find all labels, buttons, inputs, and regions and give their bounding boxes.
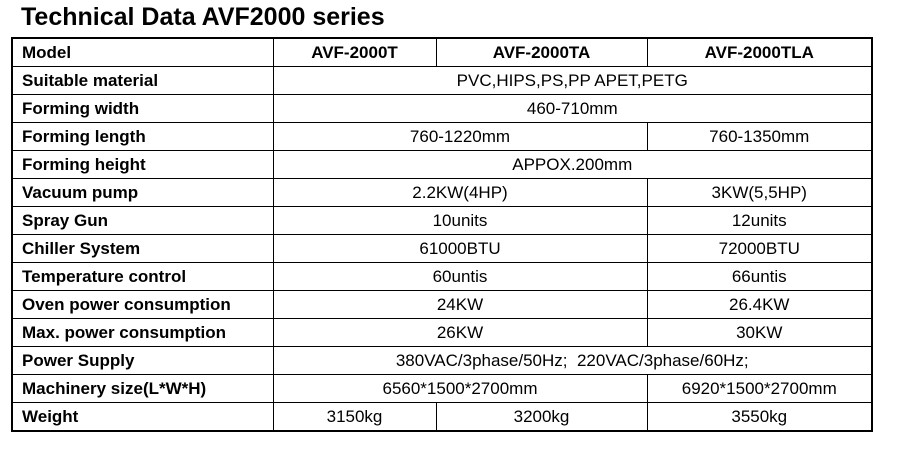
row-label: Vacuum pump (11, 178, 274, 207)
cell-value: 460-710mm (272, 94, 873, 123)
table-row: Spray Gun 10units 12units (11, 206, 873, 235)
table-row: Vacuum pump 2.2KW(4HP) 3KW(5,5HP) (11, 178, 873, 207)
row-label: Suitable material (11, 66, 274, 95)
cell-value: 3550kg (646, 402, 873, 432)
model-avf-2000ta: AVF-2000TA (435, 37, 648, 67)
cell-value: 26KW (272, 318, 648, 347)
table-row: Weight 3150kg 3200kg 3550kg (11, 402, 873, 432)
cell-value: 380VAC/3phase/50Hz; 220VAC/3phase/60Hz; (272, 346, 873, 375)
model-avf-2000t: AVF-2000T (272, 37, 437, 67)
model-avf-2000tla: AVF-2000TLA (646, 37, 873, 67)
cell-value: APPOX.200mm (272, 150, 873, 179)
cell-value: 760-1350mm (646, 122, 873, 151)
cell-value: 10units (272, 206, 648, 235)
table-row: Forming height APPOX.200mm (11, 150, 873, 179)
cell-value: 760-1220mm (272, 122, 648, 151)
row-label: Power Supply (11, 346, 274, 375)
cell-value: 3200kg (435, 402, 648, 432)
table-row: Oven power consumption 24KW 26.4KW (11, 290, 873, 319)
cell-value: PVC,HIPS,PS,PP APET,PETG (272, 66, 873, 95)
cell-value: 66untis (646, 262, 873, 291)
table-row: Forming length 760-1220mm 760-1350mm (11, 122, 873, 151)
cell-value: 26.4KW (646, 290, 873, 319)
row-label: Forming width (11, 94, 274, 123)
cell-value: 60untis (272, 262, 648, 291)
table-row: Power Supply 380VAC/3phase/50Hz; 220VAC/… (11, 346, 873, 375)
table-row: Max. power consumption 26KW 30KW (11, 318, 873, 347)
cell-value: 61000BTU (272, 234, 648, 263)
cell-value: 3KW(5,5HP) (646, 178, 873, 207)
cell-value: 12units (646, 206, 873, 235)
cell-value: 2.2KW(4HP) (272, 178, 648, 207)
row-label: Forming height (11, 150, 274, 179)
row-label: Chiller System (11, 234, 274, 263)
table-row: Temperature control 60untis 66untis (11, 262, 873, 291)
row-label: Machinery size(L*W*H) (11, 374, 274, 403)
table-row: Chiller System 61000BTU 72000BTU (11, 234, 873, 263)
table-header-row: Model AVF-2000T AVF-2000TA AVF-2000TLA (11, 37, 873, 67)
header-label: Model (11, 37, 274, 67)
page-title: Technical Data AVF2000 series (21, 3, 385, 31)
cell-value: 24KW (272, 290, 648, 319)
row-label: Oven power consumption (11, 290, 274, 319)
cell-value: 72000BTU (646, 234, 873, 263)
row-label: Max. power consumption (11, 318, 274, 347)
cell-value: 3150kg (272, 402, 437, 432)
table-row: Suitable material PVC,HIPS,PS,PP APET,PE… (11, 66, 873, 95)
table-row: Machinery size(L*W*H) 6560*1500*2700mm 6… (11, 374, 873, 403)
spec-table: Model AVF-2000T AVF-2000TA AVF-2000TLA S… (11, 37, 873, 432)
cell-value: 6560*1500*2700mm (272, 374, 648, 403)
cell-value: 6920*1500*2700mm (646, 374, 873, 403)
cell-value: 30KW (646, 318, 873, 347)
row-label: Temperature control (11, 262, 274, 291)
row-label: Weight (11, 402, 274, 432)
table-row: Forming width 460-710mm (11, 94, 873, 123)
row-label: Spray Gun (11, 206, 274, 235)
row-label: Forming length (11, 122, 274, 151)
